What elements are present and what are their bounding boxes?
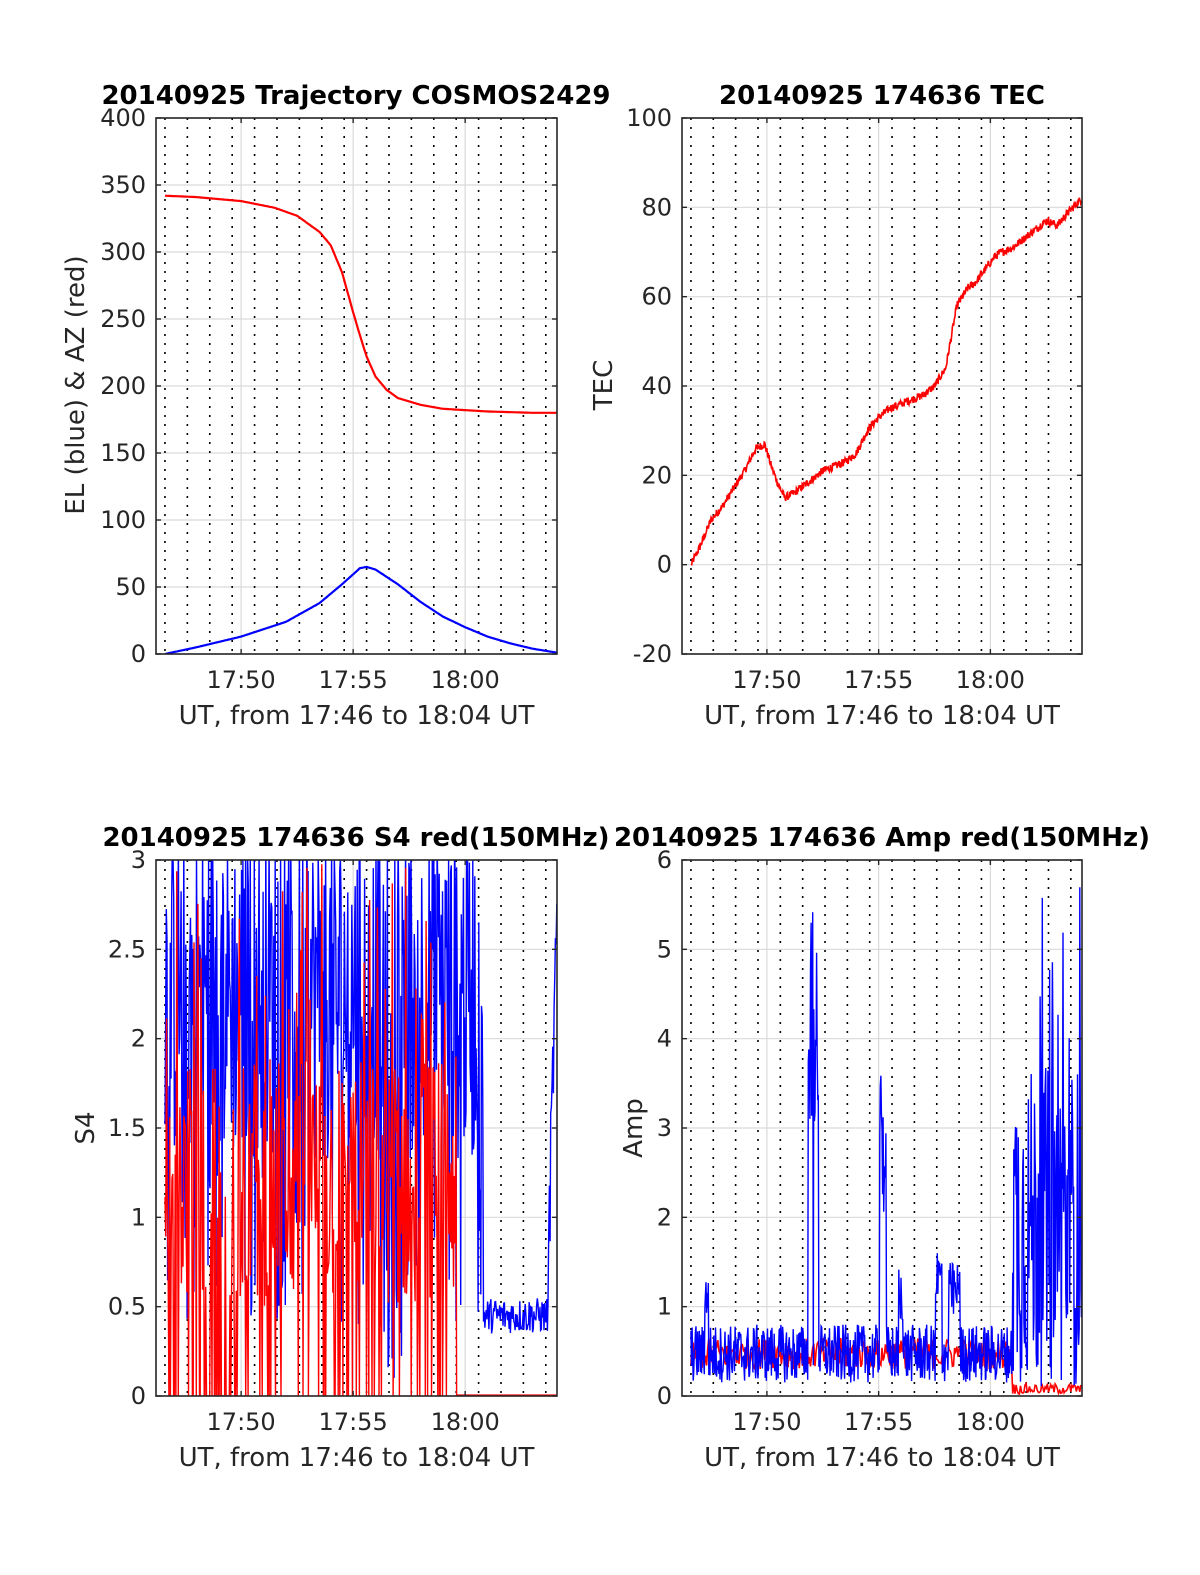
y-tick-label: -20 bbox=[633, 640, 672, 668]
x-tick-label: 17:55 bbox=[319, 666, 388, 694]
x-tick-label: 18:00 bbox=[431, 1408, 500, 1436]
y-tick-label: 0 bbox=[131, 1382, 146, 1410]
plot-area bbox=[690, 197, 1082, 566]
chart-title: 20140925 174636 TEC bbox=[719, 81, 1045, 111]
plot-area bbox=[690, 887, 1082, 1396]
x-tick-label: 17:50 bbox=[207, 1408, 276, 1436]
y-tick-label: 50 bbox=[115, 573, 146, 601]
x-axis-label: UT, from 17:46 to 18:04 UT bbox=[179, 1443, 535, 1473]
y-tick-label: 1 bbox=[131, 1203, 146, 1231]
y-tick-label: 300 bbox=[100, 238, 146, 266]
y-tick-label: 3 bbox=[657, 1114, 672, 1142]
y-tick-label: 350 bbox=[100, 171, 146, 199]
x-axis-label: UT, from 17:46 to 18:04 UT bbox=[179, 701, 535, 731]
panel-2: -20 0 20 40 60 80 100 17:50 17:55 18:00 UT, from 1… bbox=[589, 81, 1083, 731]
y-tick-label: 250 bbox=[100, 305, 146, 333]
y-tick-label: 2.5 bbox=[108, 935, 146, 963]
chart-title: 20140925 Trajectory COSMOS2429 bbox=[101, 81, 610, 111]
y-tick-label: 40 bbox=[641, 372, 672, 400]
y-tick-label: 3 bbox=[131, 846, 146, 874]
y-tick-label: 5 bbox=[657, 935, 672, 963]
y-tick-label: 60 bbox=[641, 283, 672, 311]
y-tick-label: 0 bbox=[131, 640, 146, 668]
y-tick-label: 100 bbox=[100, 506, 146, 534]
y-axis-label: TEC bbox=[589, 360, 619, 411]
y-tick-label: 4 bbox=[657, 1025, 672, 1053]
x-axis-label: UT, from 17:46 to 18:04 UT bbox=[704, 701, 1060, 731]
y-tick-label: 20 bbox=[641, 461, 672, 489]
y-tick-label: 6 bbox=[657, 846, 672, 874]
panel-1: 0 50 100 150 200 250 300 350 400 17:50 17:55 18:00 U… bbox=[61, 81, 611, 731]
azimuth-line bbox=[164, 194, 557, 414]
x-tick-label: 18:00 bbox=[956, 1408, 1025, 1436]
x-tick-label: 17:50 bbox=[732, 666, 801, 694]
x-tick-label: 17:55 bbox=[844, 666, 913, 694]
x-tick-label: 17:50 bbox=[207, 666, 276, 694]
y-tick-label: 0 bbox=[657, 551, 672, 579]
tec-line bbox=[690, 197, 1082, 566]
y-tick-label: 100 bbox=[626, 104, 672, 132]
y-tick-label: 200 bbox=[100, 372, 146, 400]
y-axis-label: Amp bbox=[619, 1098, 649, 1158]
y-axis-label: S4 bbox=[71, 1111, 101, 1144]
x-tick-label: 18:00 bbox=[431, 666, 500, 694]
chart-title: 20140925 174636 Amp red(150MHz) bbox=[614, 823, 1150, 853]
y-tick-label: 0 bbox=[657, 1382, 672, 1410]
chart-title: 20140925 174636 S4 red(150MHz) bbox=[102, 823, 609, 853]
y-tick-label: 80 bbox=[641, 193, 672, 221]
x-tick-label: 17:50 bbox=[732, 1408, 801, 1436]
y-tick-label: 2 bbox=[657, 1203, 672, 1231]
y-tick-label: 0.5 bbox=[108, 1293, 146, 1321]
x-axis-label: UT, from 17:46 to 18:04 UT bbox=[704, 1443, 1060, 1473]
panel-4: 0 1 2 3 4 5 6 17:50 17:55 18:00 UT, from 17:46 to … bbox=[614, 823, 1150, 1473]
s4-red-line bbox=[164, 864, 557, 1396]
y-tick-label: 2 bbox=[131, 1025, 146, 1053]
x-tick-label: 17:55 bbox=[319, 1408, 388, 1436]
y-axis-label: EL (blue) & AZ (red) bbox=[61, 255, 91, 514]
panel-3: 0 0.5 1 1.5 2 2.5 3 17:50 17:55 18:00 UT, from 17:… bbox=[71, 823, 610, 1473]
y-tick-label: 400 bbox=[100, 104, 146, 132]
y-tick-label: 150 bbox=[100, 439, 146, 467]
x-tick-label: 17:55 bbox=[844, 1408, 913, 1436]
plot-area bbox=[164, 194, 557, 654]
x-tick-label: 18:00 bbox=[956, 666, 1025, 694]
y-tick-label: 1.5 bbox=[108, 1114, 146, 1142]
plot-area bbox=[164, 860, 557, 1396]
amp-blue-line bbox=[690, 887, 1082, 1387]
y-tick-label: 1 bbox=[657, 1293, 672, 1321]
elevation-line bbox=[164, 565, 557, 654]
